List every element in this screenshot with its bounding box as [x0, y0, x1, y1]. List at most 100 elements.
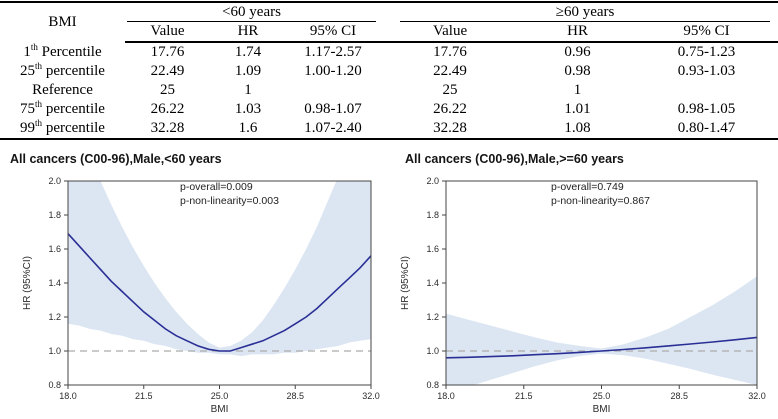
table-cell: 0.93-1.03: [677, 63, 736, 79]
row-label: 99th percentile: [20, 119, 105, 136]
ordinal-suffix: th: [30, 42, 38, 52]
y-tick-label: 1.0: [48, 346, 61, 356]
row-label: 75th percentile: [20, 100, 105, 117]
table-cell: 22.49: [150, 63, 185, 79]
table-subheader-row: Value HR 95% CI Value HR 95% CI: [0, 22, 778, 43]
y-tick-label: 2.0: [426, 176, 439, 186]
x-axis-label: BMI: [593, 404, 611, 415]
table-cell: 1.09: [234, 63, 262, 79]
confidence-band: [446, 276, 757, 385]
table-cell: [286, 81, 380, 100]
table-row: 25th percentile 22.49 1.09 1.00-1.20 22.49 0.…: [0, 62, 778, 81]
col-header-hr-2: HR: [520, 22, 636, 43]
col-header-hr-1: HR: [210, 22, 286, 43]
table-cell: 25: [442, 82, 458, 98]
y-axis-label: HR (95%CI): [400, 256, 411, 310]
table-cell: 1: [244, 82, 252, 98]
table-cell: 0.98: [564, 63, 591, 79]
y-tick-label: 2.0: [48, 176, 61, 186]
x-tick-label: 25.0: [593, 391, 611, 401]
x-tick-label: 32.0: [748, 391, 766, 401]
p-value-annotation: p-non-linearity=0.867: [551, 195, 650, 207]
table-cell: 26.22: [150, 101, 185, 117]
x-tick-label: 18.0: [59, 391, 77, 401]
x-tick-label: 25.0: [211, 391, 229, 401]
row-label: 1th Percentile: [23, 42, 102, 60]
ordinal-suffix: th: [35, 119, 43, 128]
group-header-under60: <60 years: [125, 2, 380, 22]
hr-curve: [446, 336, 757, 359]
table-row: 75th percentile 26.22 1.03 0.98-1.07 26.22 1.…: [0, 100, 778, 119]
table-cell: 1.74: [234, 44, 262, 60]
table-cell: 32.28: [433, 120, 467, 136]
x-axis-label: BMI: [211, 404, 229, 415]
row-label: Reference: [32, 82, 93, 98]
y-tick-label: 1.4: [48, 278, 61, 288]
table-row: 1th Percentile 17.76 1.74 1.17-2.57 17.76 0.9…: [0, 42, 778, 62]
y-tick-label: 1.4: [426, 278, 439, 288]
row-label: 25th percentile: [20, 62, 105, 79]
table-cell: [635, 81, 778, 100]
chart-title: All cancers (C00-96),Male,<60 years: [10, 152, 222, 166]
table-cell: 17.76: [433, 44, 467, 60]
table-cell: 1.6: [238, 120, 258, 136]
table-cell: 1.07-2.40: [304, 120, 362, 136]
table-body: 1th Percentile 17.76 1.74 1.17-2.57 17.76 0.9…: [0, 42, 778, 139]
col-header-ci-1: 95% CI: [286, 22, 381, 43]
y-tick-label: 0.8: [48, 380, 61, 390]
table-cell: 17.76: [150, 44, 185, 60]
y-tick-label: 1.6: [48, 244, 61, 254]
x-tick-label: 21.5: [135, 391, 153, 401]
chart-title: All cancers (C00-96),Male,>=60 years: [405, 152, 624, 166]
y-tick-label: 1.2: [48, 312, 61, 322]
y-tick-label: 1.8: [48, 210, 61, 220]
hr-curve: [68, 233, 371, 352]
table-cell: 25: [160, 82, 175, 98]
hr-summary-table-wrap: BMI <60 years ≥60 years Value HR 95% CI …: [0, 1, 778, 140]
spline-chart-under60: 0.8 1.0 1.2 1.4 1.6 1.8 2.0 18.0 21.5 25.0 28.5 32.…: [10, 152, 380, 415]
table-group-header-row: BMI <60 years ≥60 years: [0, 2, 778, 30]
y-tick-label: 1.6: [426, 244, 439, 254]
p-value-annotation: p-overall=0.009: [180, 181, 253, 193]
group-header-60plus-label: ≥60 years: [400, 4, 771, 22]
table-row: Reference 25 1 25 1: [0, 81, 778, 100]
x-tick-label: 28.5: [286, 391, 304, 401]
table-corner-label: BMI: [48, 14, 77, 30]
x-tick-label: 18.0: [437, 391, 455, 401]
y-tick-label: 1.8: [426, 210, 439, 220]
y-tick-label: 1.2: [426, 312, 439, 322]
table-cell: 0.98-1.07: [304, 101, 362, 117]
p-value-annotation: p-overall=0.749: [551, 181, 624, 193]
y-tick-label: 1.0: [426, 346, 439, 356]
table-cell: 0.98-1.05: [677, 101, 736, 117]
group-header-60plus: ≥60 years: [380, 2, 778, 22]
table-cell: 26.22: [433, 101, 467, 117]
col-header-ci-2: 95% CI: [635, 22, 778, 43]
table-row: 99th percentile 32.28 1.6 1.07-2.40 32.28 1.0…: [0, 119, 778, 139]
ordinal-suffix: th: [35, 100, 43, 109]
table-cell: 1: [573, 82, 582, 98]
spline-chart-60plus: 0.8 1.0 1.2 1.4 1.6 1.8 2.0 18.0 21.5 25.0 28.5 32.…: [400, 152, 766, 415]
table-cell: 22.49: [433, 63, 467, 79]
x-tick-label: 28.5: [670, 391, 688, 401]
x-tick-label: 32.0: [362, 391, 380, 401]
x-tick-label: 21.5: [515, 391, 533, 401]
table-cell: 32.28: [150, 120, 185, 136]
table-cell: 0.96: [564, 44, 591, 60]
table-cell: 1.00-1.20: [304, 63, 362, 79]
ordinal-suffix: th: [35, 62, 43, 71]
y-axis-label: HR (95%CI): [22, 256, 33, 310]
table-cell: 1.17-2.57: [304, 44, 362, 60]
col-header-value-1: Value: [125, 22, 210, 43]
bmi-hr-table: BMI <60 years ≥60 years Value HR 95% CI …: [0, 1, 778, 140]
table-cell: 0.80-1.47: [677, 120, 736, 136]
col-header-value-2: Value: [380, 22, 521, 43]
table-cell: 1.01: [564, 101, 591, 117]
group-header-under60-label: <60 years: [127, 4, 377, 22]
table-cell: 0.75-1.23: [677, 44, 736, 60]
p-value-annotation: p-non-linearity=0.003: [180, 195, 279, 207]
confidence-band: [68, 181, 371, 357]
table-cell: 1.08: [564, 120, 591, 136]
table-cell: 1.03: [234, 101, 262, 117]
